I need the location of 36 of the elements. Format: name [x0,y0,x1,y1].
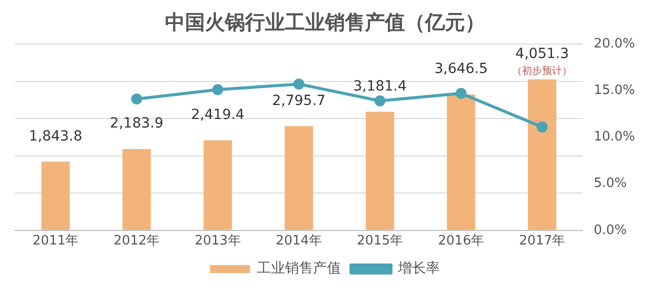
data-label: 4,051.3 [515,46,569,62]
chart-title: 中国火锅行业工业销售产值（亿元） [165,10,485,34]
x-tick-label: 2015年 [356,234,403,249]
bar [41,162,70,230]
point [212,84,224,96]
data-label: 3,646.5 [434,61,488,78]
bar [284,126,314,230]
bar [366,112,394,230]
y2-tick-label: 10.0% [594,130,636,145]
point [374,95,386,106]
data-label: 3,181.4 [353,78,407,94]
point [536,121,548,132]
y2-tick-label: 5.0% [594,176,627,192]
y2-tick-label: 20.0% [594,36,636,52]
point [456,88,467,99]
data-label: 2,183.9 [110,116,164,132]
data-label: 1,843.8 [28,128,82,144]
y2-tick-label: 15.0% [594,82,636,98]
annotation: （初步预计） [512,64,572,77]
x-tick-label: 2014年 [276,234,322,249]
bar [204,140,232,230]
x-tick-label: 2012年 [114,234,160,249]
data-label: 2,419.4 [191,106,245,123]
legend-label: 工业销售产值 [257,260,341,277]
bar [446,94,476,230]
bar [528,79,556,230]
legend-label: 增长率 [397,260,440,277]
x-tick-label: 2013年 [194,234,241,249]
bar [122,148,151,230]
x-tick-label: 2017年 [519,234,566,249]
x-tick-label: 2011年 [32,234,79,249]
data-label: 2,795.7 [272,92,326,109]
y2-tick-label: 0.0% [594,222,627,238]
x-tick-label: 2016年 [438,234,484,249]
point [131,93,142,104]
point [293,78,304,90]
